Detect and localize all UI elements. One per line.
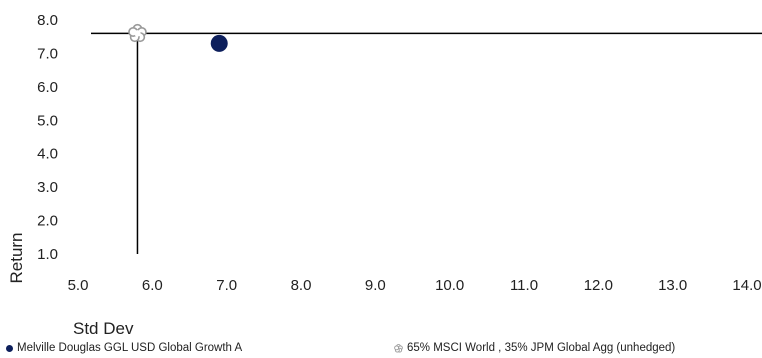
- x-tick-label: 13.0: [658, 277, 687, 294]
- legend-item-fund: Melville Douglas GGL USD Global Growth A: [6, 342, 242, 354]
- data-points: [128, 23, 228, 52]
- x-tick-label: 12.0: [584, 277, 613, 294]
- legend-label: Melville Douglas GGL USD Global Growth A: [17, 342, 243, 354]
- y-tick-label: 3.0: [37, 179, 58, 196]
- fund-point: [210, 34, 228, 52]
- x-tick-label: 7.0: [216, 277, 237, 294]
- circle-marker-icon: [6, 344, 13, 352]
- y-tick-labels: 8.0 7.0 6.0 5.0 4.0 3.0 2.0 1.0: [37, 12, 58, 263]
- x-tick-label: 5.0: [68, 277, 89, 294]
- y-tick-label: 2.0: [37, 213, 58, 230]
- x-tick-label: 14.0: [732, 277, 761, 294]
- x-tick-label: 11.0: [510, 277, 538, 294]
- x-tick-label: 6.0: [142, 277, 163, 294]
- x-tick-label: 8.0: [291, 277, 312, 294]
- flower-marker-icon: [394, 343, 403, 353]
- legend-label: 65% MSCI World , 35% JPM Global Agg (unh…: [407, 342, 676, 354]
- y-tick-label: 4.0: [37, 146, 58, 163]
- y-tick-label: 7.0: [37, 45, 58, 62]
- y-tick-label: 8.0: [37, 12, 58, 29]
- x-tick-labels: 5.0 6.0 7.0 8.0 9.0 10.0 11.0 12.0 13.0 14.0: [68, 277, 762, 294]
- x-tick-label: 9.0: [365, 277, 386, 294]
- y-tick-label: 5.0: [37, 112, 58, 129]
- reference-lines: [91, 32, 762, 254]
- y-tick-label: 1.0: [37, 246, 58, 263]
- x-tick-label: 10.0: [435, 277, 464, 294]
- y-axis-title: Return: [7, 232, 26, 283]
- benchmark-point: [128, 23, 147, 43]
- legend: Melville Douglas GGL USD Global Growth A…: [6, 342, 756, 358]
- legend-item-benchmark: 65% MSCI World , 35% JPM Global Agg (unh…: [394, 342, 675, 354]
- y-tick-label: 6.0: [37, 79, 58, 96]
- x-axis-title: Std Dev: [73, 319, 134, 338]
